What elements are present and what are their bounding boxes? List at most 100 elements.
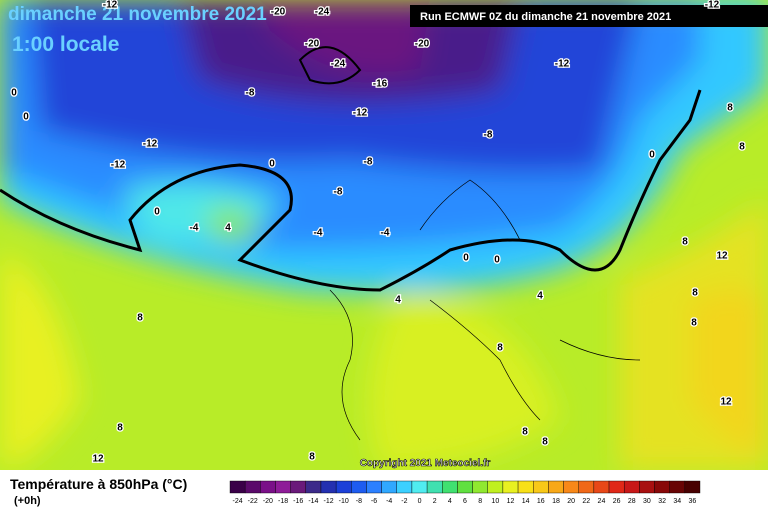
scale-label: 4 — [448, 498, 452, 505]
scale-swatch — [366, 480, 382, 494]
contour-label: 4 — [225, 223, 231, 234]
scale-label: 24 — [598, 498, 606, 505]
scale-label: -16 — [293, 498, 303, 505]
contour-label: -8 — [246, 88, 255, 99]
contour-label: 4 — [395, 295, 401, 306]
scale-label: 26 — [613, 498, 621, 505]
scale-label: 28 — [628, 498, 636, 505]
scale-label: -8 — [356, 498, 362, 505]
scale-label: -6 — [371, 498, 377, 505]
scale-label: 30 — [643, 498, 651, 505]
scale-label: 16 — [537, 498, 545, 505]
zero-isotherm — [0, 89, 702, 292]
scale-swatch — [533, 480, 549, 494]
scale-swatch — [260, 480, 276, 494]
scale-swatch — [608, 480, 625, 494]
copyright: Copyright 2021 Meteociel.fr — [360, 458, 491, 469]
scale-label: -2 — [401, 498, 407, 505]
scale-swatch — [502, 480, 519, 494]
contour-labels: -12 -24 -20 -20 -24 -20 -16 -12 -8 -12 -8 -12 -12 -8 0… — [10, 0, 747, 466]
contour-label: -20 — [415, 39, 430, 50]
scale-label: -20 — [263, 498, 273, 505]
contour-label: -8 — [334, 187, 343, 198]
scale-label: -12 — [323, 498, 333, 505]
run-text: Run ECMWF 0Z du dimanche 21 novembre 202… — [420, 11, 671, 23]
scale-label: 12 — [507, 498, 515, 505]
contour-label: 0 — [11, 88, 17, 99]
contour-label: 8 — [522, 427, 528, 438]
variable: Température à 850hPa (°C) — [10, 476, 187, 492]
scale-swatch — [472, 480, 488, 494]
contour-label: -24 — [331, 59, 346, 70]
run-banner — [410, 5, 768, 27]
contour-label: -4 — [381, 228, 390, 239]
scale-swatch — [290, 480, 307, 494]
scale-swatch — [457, 480, 473, 494]
contour-label: -8 — [484, 130, 493, 141]
scale-label: 10 — [491, 498, 499, 505]
scale-swatch — [487, 480, 504, 494]
contour-label: -12 — [555, 59, 570, 70]
contour-label: 0 — [649, 150, 655, 161]
scale-label: 36 — [689, 498, 697, 505]
contour-label: -20 — [271, 7, 286, 18]
contour-label: -12 — [143, 139, 158, 150]
scale-label: 14 — [522, 498, 530, 505]
contour-label: 4 — [537, 291, 543, 302]
coastlines — [329, 179, 641, 441]
scale-label: 8 — [478, 498, 482, 505]
scale-swatch — [517, 480, 534, 494]
contour-label: 0 — [23, 112, 29, 123]
contour-label: 12 — [716, 251, 728, 262]
scale-label: 34 — [673, 498, 681, 505]
contour-label: 8 — [137, 313, 143, 324]
contour-label: 8 — [117, 423, 123, 434]
contour-label: 8 — [692, 288, 698, 299]
scale-label: 22 — [582, 498, 590, 505]
contour-label: 0 — [154, 207, 160, 218]
scale-swatch — [244, 480, 261, 494]
scale-swatch — [351, 480, 367, 494]
contour-label: -8 — [364, 157, 373, 168]
scale-swatch — [669, 480, 686, 494]
scale-swatch — [654, 480, 670, 494]
scale-label: -4 — [386, 498, 392, 505]
scale-label: 20 — [567, 498, 575, 505]
contour-label: -24 — [315, 7, 330, 18]
scale-label: -18 — [278, 498, 288, 505]
contour-label: 0 — [494, 255, 500, 266]
scale-swatch — [275, 480, 291, 494]
contour-label: 8 — [542, 437, 548, 448]
subtitle: 1:00 locale — [12, 33, 119, 56]
contour-label: 8 — [309, 452, 315, 463]
contour-label: 8 — [727, 103, 733, 114]
contour-label: 0 — [269, 159, 275, 170]
scale-label: 18 — [552, 498, 560, 505]
color-scale: -24 -22 -20 -18 -16 -14 -12 -10 -8 -6 -4 -2 0 2 4 6 8 10 1… — [229, 480, 701, 505]
contour-label: -4 — [314, 228, 323, 239]
title: dimanche 21 novembre 2021 — [8, 4, 267, 25]
scale-label: -22 — [248, 498, 258, 505]
contour-label: 0 — [463, 253, 469, 264]
scale-swatch — [684, 480, 701, 494]
scale-swatch — [593, 480, 610, 494]
scale-swatch — [335, 480, 352, 494]
contour-label: -16 — [373, 79, 388, 90]
scale-swatch — [320, 480, 337, 494]
isotherm — [298, 46, 362, 85]
scale-label: 6 — [463, 498, 467, 505]
contour-label: -4 — [190, 223, 199, 234]
lead-time: (+0h) — [14, 495, 41, 507]
scale-swatch — [426, 480, 443, 494]
contour-label: -12 — [103, 0, 118, 11]
contour-label: -12 — [705, 0, 720, 11]
scale-label: 2 — [433, 498, 437, 505]
contour-label: -12 — [353, 108, 368, 119]
contour-label: -20 — [305, 39, 320, 50]
contour-label: -12 — [111, 160, 126, 171]
map — [0, 0, 768, 470]
contour-label: 12 — [92, 454, 104, 465]
scale-label: -14 — [308, 498, 318, 505]
scale-label: -24 — [233, 498, 243, 505]
